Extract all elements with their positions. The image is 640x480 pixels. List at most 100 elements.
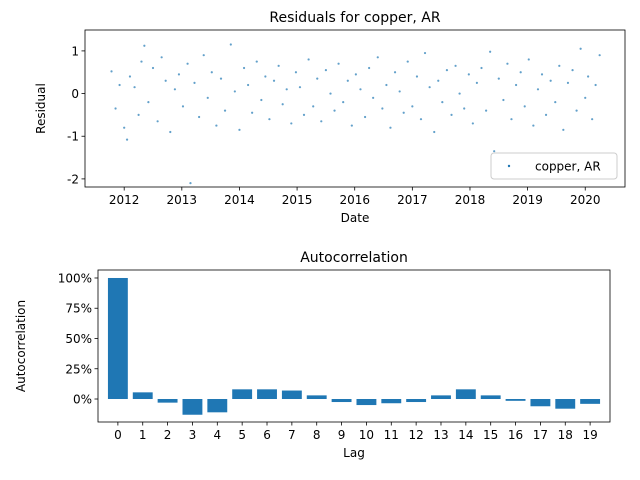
point (219, 77, 223, 80)
x-tick-label: 2013 (167, 193, 198, 207)
axes-frame (97, 269, 611, 423)
point (255, 60, 258, 63)
point (193, 81, 196, 85)
bar (182, 399, 203, 415)
bar (331, 399, 352, 403)
point (110, 70, 113, 73)
point (173, 88, 177, 91)
point (549, 79, 552, 82)
y-tick-label: 0% (73, 393, 92, 407)
subplot: copper, AR 2012 2013 2014 2015 2016 2017 2018 20… (34, 10, 626, 225)
point (251, 111, 254, 114)
bar (232, 389, 253, 400)
x-tick-label: 2015 (282, 193, 313, 207)
point (566, 81, 570, 85)
x-tick-label: 0 (114, 428, 122, 442)
x-tick-label: 16 (508, 428, 523, 442)
point (229, 43, 232, 46)
point (125, 138, 129, 141)
x-tick-label: 13 (433, 428, 448, 442)
point (428, 86, 431, 89)
point (398, 90, 401, 93)
x-axis-label: Lag (343, 446, 365, 460)
point (389, 126, 392, 129)
point (437, 79, 440, 82)
x-tick-label: 2 (164, 428, 172, 442)
point (285, 88, 288, 91)
point (114, 107, 117, 110)
point (186, 62, 189, 65)
x-tick-label: 2018 (455, 193, 486, 207)
point (598, 54, 601, 57)
point (540, 73, 544, 76)
x-tick-label: 18 (558, 428, 573, 442)
point (337, 62, 340, 65)
bar (455, 389, 476, 400)
point (579, 47, 582, 50)
point (202, 54, 205, 57)
point (320, 120, 323, 123)
x-axis-label: Date (341, 211, 370, 225)
bar (207, 399, 228, 413)
point (419, 118, 423, 121)
bar (132, 392, 153, 400)
point (268, 118, 271, 121)
point (272, 79, 276, 82)
point (562, 128, 565, 131)
point (143, 44, 146, 47)
point (385, 83, 388, 87)
point (393, 71, 397, 74)
bar (257, 389, 277, 400)
x-tick-label: 3 (189, 428, 197, 442)
point (354, 73, 357, 76)
point (454, 64, 457, 67)
point (376, 56, 379, 59)
legend-frame (490, 152, 618, 180)
point (406, 60, 409, 63)
x-tick-label: 4 (213, 428, 221, 442)
chart-title: Residuals for copper, AR (269, 10, 440, 26)
point (329, 92, 332, 95)
point (450, 113, 453, 116)
point (467, 73, 470, 76)
bar (306, 395, 327, 400)
x-tick-label: 2020 (570, 193, 601, 207)
x-tick-label: 11 (384, 428, 399, 442)
point (264, 75, 267, 78)
bar (107, 277, 128, 400)
point (480, 66, 483, 70)
point (169, 130, 172, 134)
x-tick-label: 19 (582, 428, 597, 442)
point (189, 182, 192, 185)
point (502, 98, 505, 102)
point (147, 101, 150, 104)
x-tick-label: 10 (359, 428, 374, 442)
point (312, 105, 315, 108)
point (575, 109, 578, 112)
point (164, 79, 167, 82)
point (342, 101, 345, 104)
x-tick-label: 7 (288, 428, 296, 442)
point (160, 56, 163, 59)
x-tick-label: 6 (263, 428, 271, 442)
legend-marker (507, 164, 511, 168)
bar (157, 399, 178, 403)
subplot: 0 1 2 3 4 5 6 7 8 9 10 11 12 13 14 15 16 17 18 190%25%50%75… (14, 250, 611, 460)
point (584, 96, 587, 99)
point (123, 126, 126, 129)
point (333, 109, 336, 112)
point (118, 83, 121, 87)
point (156, 120, 159, 123)
point (381, 107, 384, 110)
chart-title: Autocorrelation (300, 250, 408, 266)
point (536, 88, 540, 91)
y-tick-label: 25% (65, 362, 92, 376)
bar (505, 399, 526, 401)
point (554, 101, 557, 104)
point (177, 73, 181, 76)
point (415, 75, 419, 78)
x-tick-label: 12 (408, 428, 423, 442)
point (316, 77, 319, 80)
point (475, 81, 478, 85)
x-tick-label: 2016 (339, 193, 370, 207)
